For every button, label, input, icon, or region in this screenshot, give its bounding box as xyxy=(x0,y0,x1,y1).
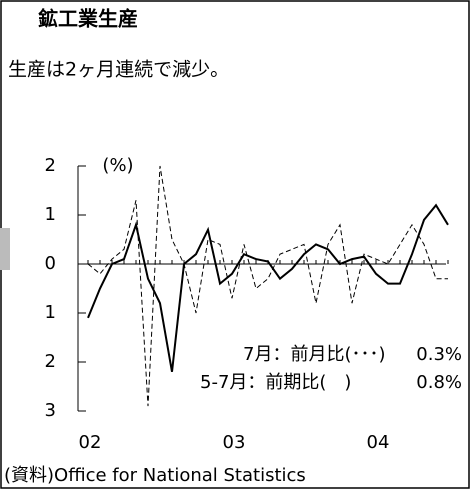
y-tick-label: 2 xyxy=(45,351,56,372)
x-tick-label: 04 xyxy=(367,432,390,453)
y-tick-label: 1 xyxy=(45,204,56,225)
y-axis-label: (%) xyxy=(102,155,133,176)
y-tick-label: 3 xyxy=(45,400,56,421)
line-solid xyxy=(87,203,449,372)
y-tick-label: 0 xyxy=(45,253,56,274)
subtitle: 生産は2ヶ月連続で減少。 xyxy=(8,59,229,81)
line-dashed xyxy=(87,165,448,407)
x-tick-label: 02 xyxy=(79,432,102,453)
y-tick-label: 1 xyxy=(45,302,56,323)
annotation: 0.8% xyxy=(416,372,462,393)
y-tick-label: 2 xyxy=(45,155,56,176)
source: (資料)Office for National Statistics xyxy=(4,465,306,486)
chart-title: 鉱工業生産 xyxy=(38,7,138,31)
x-tick-label: 03 xyxy=(223,432,246,453)
annotation: 0.3% xyxy=(416,344,462,365)
annotation: 7月：前月比(･･･) xyxy=(243,344,386,365)
side-tab xyxy=(0,228,10,270)
annotation: 5-7月：前期比( ) xyxy=(200,372,351,393)
